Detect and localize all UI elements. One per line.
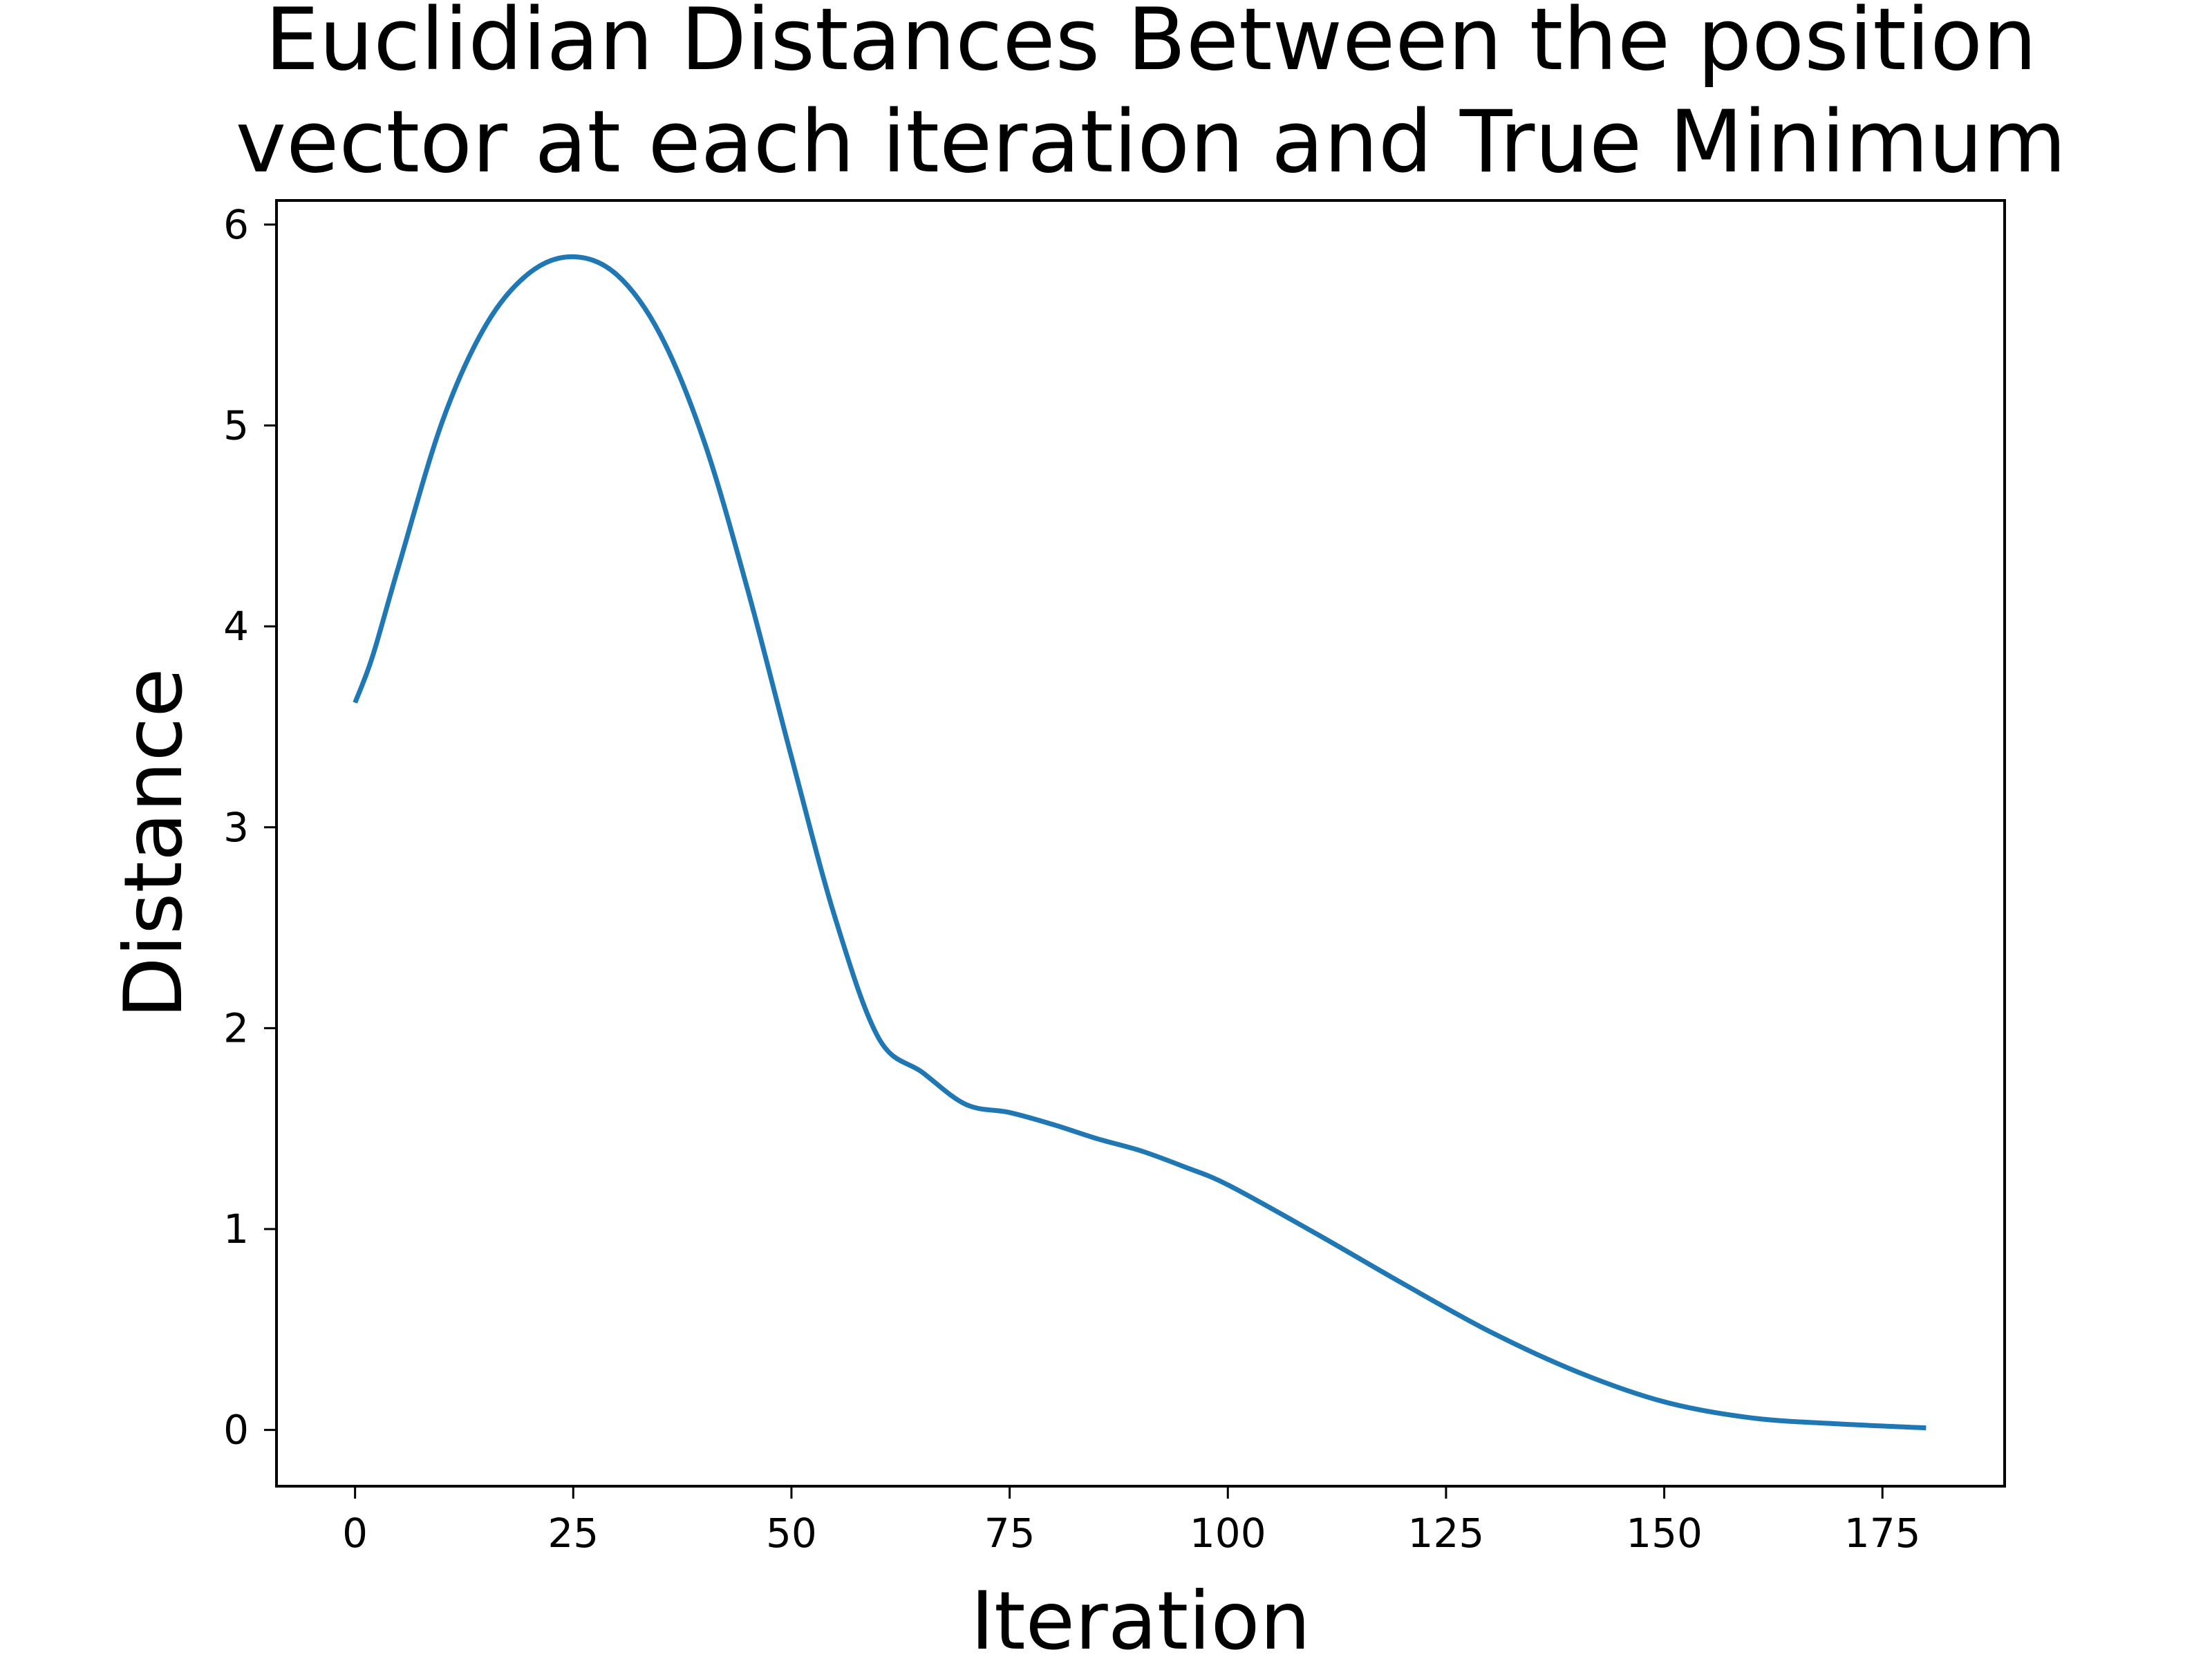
y-axis: 0 1 2 3 4 5 6 [223, 201, 276, 1454]
y-tick-label: 5 [223, 402, 249, 449]
series-line-0 [353, 254, 1927, 1431]
chart-title-line-2: vector at each iteration and True Minimu… [236, 93, 2067, 192]
y-tick-label: 6 [223, 201, 249, 248]
y-tick-label: 4 [223, 603, 249, 650]
y-axis-label: Distance [107, 668, 200, 1018]
x-tick-label: 0 [342, 1510, 368, 1557]
x-tick-label: 25 [547, 1510, 599, 1557]
plot-frame [275, 199, 2006, 1488]
x-axis: 0 25 50 75 100 125 150 175 [342, 1486, 1921, 1557]
x-tick-label: 125 [1408, 1510, 1485, 1557]
y-tick-label: 2 [223, 1004, 249, 1051]
y-tick-label: 3 [223, 804, 249, 851]
y-tick-label: 0 [223, 1407, 249, 1454]
x-tick-label: 50 [766, 1510, 817, 1557]
y-tick-label: 1 [223, 1206, 249, 1253]
x-tick-label: 150 [1626, 1510, 1703, 1557]
x-axis-label: Iteration [971, 1575, 1311, 1659]
x-tick-label: 75 [984, 1510, 1035, 1557]
chart-title-line-1: Euclidian Distances Between the position [265, 0, 2036, 90]
plot-area [353, 254, 1927, 1431]
x-tick-label: 100 [1190, 1510, 1266, 1557]
x-tick-label: 175 [1844, 1510, 1921, 1557]
